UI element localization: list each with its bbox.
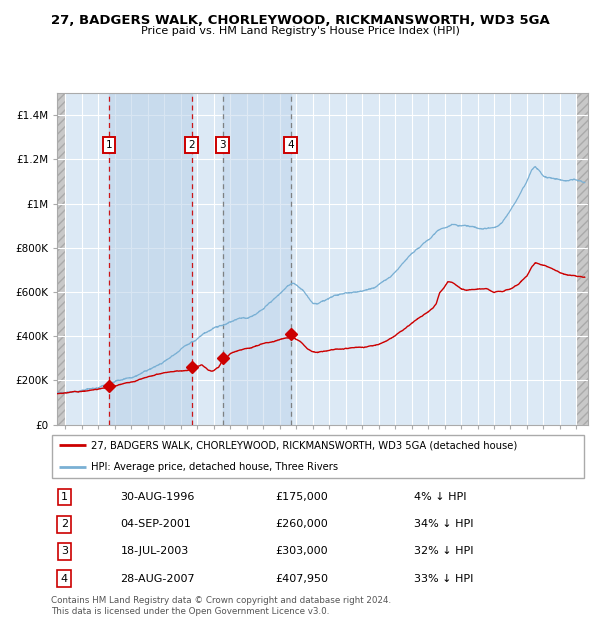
Text: 4: 4 <box>61 574 68 583</box>
Text: HPI: Average price, detached house, Three Rivers: HPI: Average price, detached house, Thre… <box>91 463 338 472</box>
Text: 1: 1 <box>106 140 112 150</box>
Text: £175,000: £175,000 <box>275 492 328 502</box>
FancyBboxPatch shape <box>52 435 584 478</box>
Bar <box>109 93 192 425</box>
Text: 32% ↓ HPI: 32% ↓ HPI <box>414 546 473 556</box>
Text: 3: 3 <box>61 546 68 556</box>
Text: Price paid vs. HM Land Registry's House Price Index (HPI): Price paid vs. HM Land Registry's House … <box>140 26 460 36</box>
Text: 3: 3 <box>219 140 226 150</box>
Text: 33% ↓ HPI: 33% ↓ HPI <box>414 574 473 583</box>
Bar <box>223 93 290 425</box>
Text: 4: 4 <box>287 140 294 150</box>
Text: 2: 2 <box>188 140 195 150</box>
Text: 27, BADGERS WALK, CHORLEYWOOD, RICKMANSWORTH, WD3 5GA: 27, BADGERS WALK, CHORLEYWOOD, RICKMANSW… <box>50 14 550 27</box>
Text: 04-SEP-2001: 04-SEP-2001 <box>121 520 191 529</box>
Text: 28-AUG-2007: 28-AUG-2007 <box>121 574 195 583</box>
Text: 27, BADGERS WALK, CHORLEYWOOD, RICKMANSWORTH, WD3 5GA (detached house): 27, BADGERS WALK, CHORLEYWOOD, RICKMANSW… <box>91 440 517 450</box>
Text: £303,000: £303,000 <box>275 546 328 556</box>
Text: £407,950: £407,950 <box>275 574 328 583</box>
Text: 34% ↓ HPI: 34% ↓ HPI <box>414 520 473 529</box>
Text: 18-JUL-2003: 18-JUL-2003 <box>121 546 188 556</box>
Text: £260,000: £260,000 <box>275 520 328 529</box>
Text: 2: 2 <box>61 520 68 529</box>
Text: 4% ↓ HPI: 4% ↓ HPI <box>414 492 467 502</box>
Text: 30-AUG-1996: 30-AUG-1996 <box>121 492 195 502</box>
Text: Contains HM Land Registry data © Crown copyright and database right 2024.
This d: Contains HM Land Registry data © Crown c… <box>51 596 391 616</box>
Text: 1: 1 <box>61 492 68 502</box>
